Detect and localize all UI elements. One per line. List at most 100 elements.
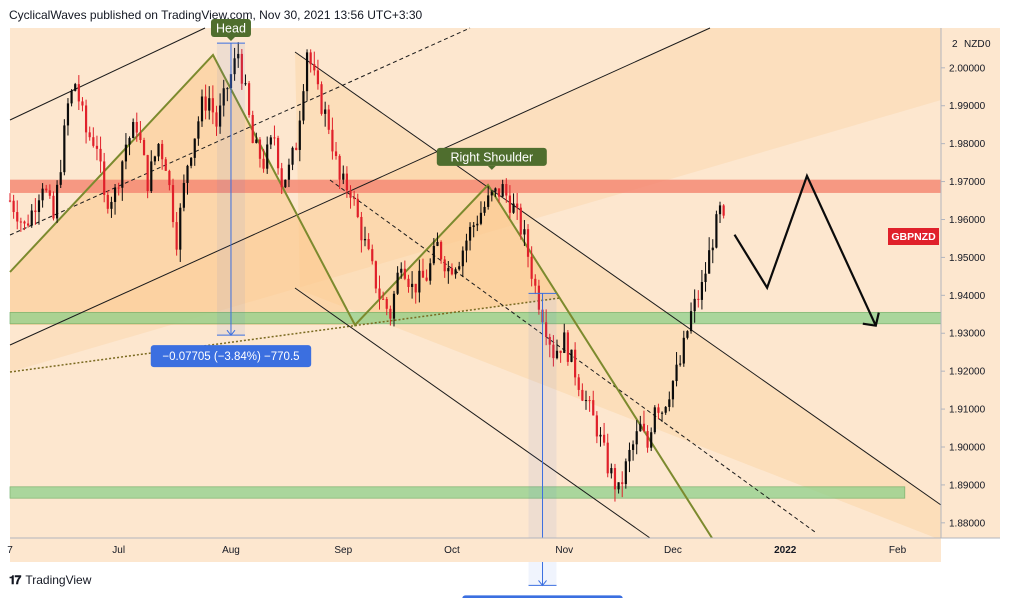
candle-body [142, 140, 146, 156]
rising-trendline [9, 27, 711, 346]
candle-body [353, 197, 356, 199]
candle-body [660, 412, 664, 414]
candle-body [45, 188, 48, 191]
candle-body [255, 139, 258, 144]
candle-body [577, 377, 580, 390]
candle-body [483, 206, 486, 213]
candle-body [99, 148, 102, 162]
candle-body [247, 83, 251, 115]
candle-body [74, 84, 77, 91]
measurement-box [462, 595, 623, 598]
candle-body [258, 139, 262, 159]
candle-body [621, 482, 624, 485]
candle-body [363, 238, 367, 241]
candle-body [436, 241, 439, 246]
hs-label-text: Right Shoulder [450, 150, 533, 164]
hs-label-box [210, 19, 251, 37]
candle-body [305, 52, 309, 92]
candle-body [273, 137, 276, 139]
candle-body [52, 195, 55, 219]
candle-body [432, 245, 435, 264]
candle-body [211, 98, 214, 113]
candle-body [718, 205, 722, 215]
ytick-label: 1.96000 [949, 215, 986, 226]
candle-body [150, 161, 153, 192]
candle-body [356, 198, 359, 217]
candle-body [316, 70, 320, 85]
price-axis[interactable] [941, 28, 1000, 538]
candle-body [27, 223, 30, 226]
candle-body [682, 337, 685, 364]
candle-body [711, 247, 714, 251]
tradingview-brand-text: TradingView [25, 573, 92, 587]
candle-body [161, 143, 164, 160]
candle-body [59, 172, 62, 185]
candle-body [324, 109, 327, 114]
tradingview-footer[interactable]: 𝟏𝟕 TradingView [9, 572, 91, 588]
candle-body [679, 363, 682, 365]
candle-body [592, 400, 595, 416]
ytick-label: 1.93000 [949, 329, 986, 340]
xtick-label: Dec [664, 545, 682, 556]
ytick-label: 2.00000 [949, 63, 986, 74]
candle-body [342, 173, 345, 180]
candle-body [132, 121, 135, 139]
candle-body [121, 161, 124, 188]
candle-body [345, 173, 348, 191]
candle-body [309, 52, 312, 65]
axis-scale-note: 2 [952, 39, 958, 50]
candle-body [327, 109, 330, 130]
candle-body [523, 229, 526, 235]
ytick-label: 1.92000 [949, 367, 986, 378]
ytick-label: 1.90000 [949, 442, 986, 453]
candle-body [164, 159, 167, 171]
time-axis[interactable] [10, 538, 941, 562]
candle-body [84, 105, 88, 133]
falling-channel-lower [294, 287, 651, 539]
candle-body [276, 137, 280, 169]
candle-body [664, 406, 667, 413]
falling-channel-mid-dashed [329, 179, 816, 533]
candle-body [418, 270, 421, 293]
candle-body [653, 407, 656, 433]
xtick-label: Sep [334, 545, 352, 556]
ytick-label: 1.89000 [949, 480, 986, 491]
upper-channel-line [9, 27, 206, 121]
symbol-badge: GBPNZD [888, 228, 939, 245]
tradingview-logo-icon: 𝟏𝟕 [9, 572, 21, 587]
support-zone-2 [9, 486, 906, 499]
candle-body [574, 349, 577, 378]
candle-body [81, 101, 84, 106]
candle-body [204, 96, 207, 111]
candle-body [650, 432, 653, 448]
candle-body [19, 221, 22, 223]
candle-body [465, 240, 468, 251]
candle-body [244, 83, 247, 85]
hs-label-box [436, 147, 547, 166]
candle-body [186, 165, 189, 183]
xtick-label: Oct [444, 545, 460, 556]
candle-body [570, 349, 573, 362]
candle-body [338, 156, 341, 180]
axis-scale-zero: 0 [985, 39, 991, 50]
candle-body [197, 121, 200, 139]
candle-body [106, 194, 109, 209]
candle-body [472, 225, 475, 227]
candle-body [715, 214, 718, 248]
candle-body [113, 187, 117, 202]
candle-body [219, 105, 222, 127]
candle-body [12, 200, 15, 213]
candle-body [193, 138, 196, 158]
candle-body [526, 229, 530, 257]
measurement-arrow [538, 580, 547, 587]
candle-body [617, 482, 620, 490]
candle-body [349, 190, 352, 198]
candle-body [599, 434, 602, 437]
candle-body [382, 298, 385, 300]
candle-body [139, 132, 142, 141]
candle-body [508, 195, 512, 213]
hs-label-text: Head [216, 22, 246, 36]
candle-body [555, 350, 559, 359]
middle-channel-dashed [9, 27, 471, 236]
